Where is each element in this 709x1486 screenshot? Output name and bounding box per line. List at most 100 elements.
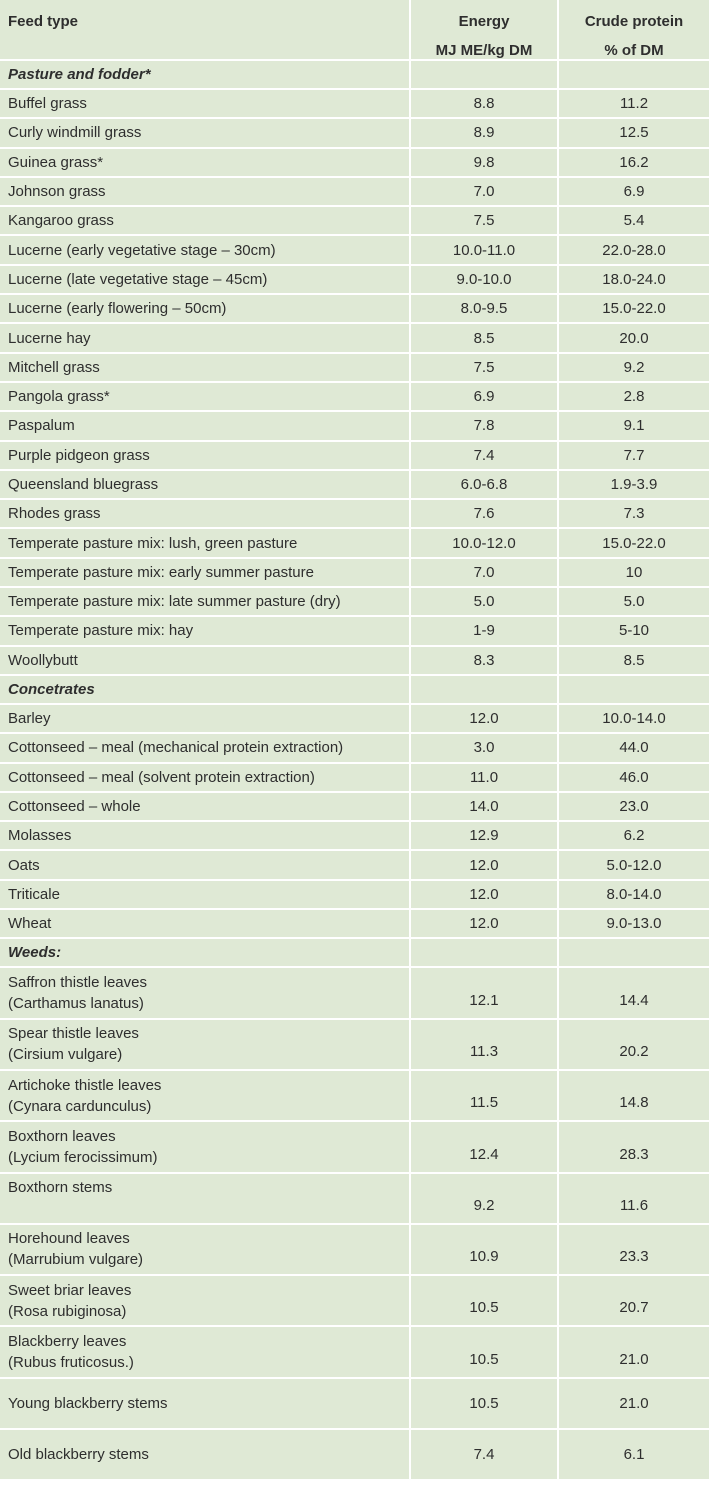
- table-row: Wheat 12.0 9.0-13.0: [0, 910, 709, 940]
- protein-value: 10.0-14.0: [602, 710, 666, 728]
- protein-value: 44.0: [619, 739, 649, 757]
- energy-value: 12.4: [469, 1145, 499, 1163]
- protein-value: 14.4: [619, 991, 649, 1009]
- energy-cell: 10.5: [411, 1276, 559, 1328]
- feed-latin-name: [8, 1198, 401, 1219]
- feed-name-cell: Temperate pasture mix: late summer pastu…: [0, 588, 411, 618]
- energy-value: 7.0: [473, 183, 495, 201]
- protein-cell: 10.0-14.0: [559, 704, 709, 735]
- feed-name-cell: Boxthorn leaves (Lycium ferocissimum): [0, 1122, 411, 1174]
- feed-name: Cottonseed – whole: [8, 797, 141, 815]
- feed-name-cell: Lucerne (early flowering – 50cm): [0, 295, 411, 325]
- protein-value: 6.2: [623, 827, 645, 845]
- feed-name: Lucerne (early vegetative stage – 30cm): [8, 241, 276, 259]
- feed-name: Wheat: [8, 915, 52, 933]
- feed-name: Mitchell grass: [8, 358, 100, 376]
- energy-cell: 7.0: [411, 177, 559, 208]
- feed-name-cell: Temperate pasture mix: lush, green pastu…: [0, 529, 411, 559]
- feed-name-cell: Rhodes grass: [0, 500, 411, 530]
- feed-name-cell: Oats: [0, 851, 411, 881]
- energy-value: 8.0-9.5: [460, 300, 508, 318]
- feed-name-cell: Pangola grass*: [0, 382, 411, 413]
- table-header-row: Feed type Energy MJ ME/kg DM Crude prote…: [0, 0, 709, 61]
- protein-value: 7.7: [623, 446, 645, 464]
- table-row: Johnson grass 7.0 6.9: [0, 177, 709, 208]
- protein-cell: 7.7: [559, 441, 709, 471]
- table-row: Lucerne (early vegetative stage – 30cm) 1…: [0, 236, 709, 266]
- table-row: Buffel grass 8.8 11.2: [0, 90, 709, 120]
- feed-name: Pangola grass*: [8, 388, 110, 406]
- energy-cell: 12.4: [411, 1122, 559, 1174]
- energy-cell: 7.4: [411, 441, 559, 471]
- energy-cell: 7.6: [411, 500, 559, 530]
- energy-value: 7.5: [473, 358, 495, 376]
- protein-cell: 7.3: [559, 500, 709, 530]
- protein-value: 2.8: [623, 388, 645, 406]
- protein-cell: 14.4: [559, 968, 709, 1020]
- feed-latin-name: (Lycium ferocissimum): [8, 1148, 158, 1166]
- table-row: Boxthorn leaves (Lycium ferocissimum) 12.4…: [0, 1122, 709, 1174]
- protein-cell: 20.2: [559, 1019, 709, 1071]
- feed-name-cell: Saffron thistle leaves (Carthamus lanatus…: [0, 968, 411, 1020]
- feed-name-cell: Curly windmill grass: [0, 119, 411, 149]
- protein-value: 1.9-3.9: [610, 476, 658, 493]
- energy-cell: 7.0: [411, 558, 559, 589]
- protein-value: 21.0: [619, 1350, 649, 1368]
- table-row: Guinea grass* 9.8 16.2: [0, 148, 709, 178]
- table-row: Blackberry leaves (Rubus fruticosus.) 10.5…: [0, 1327, 709, 1379]
- protein-cell: 22.0-28.0: [559, 236, 709, 266]
- protein-value: 21.0: [619, 1394, 649, 1412]
- energy-value: 7.5: [473, 212, 495, 230]
- energy-value: 10.9: [469, 1248, 499, 1266]
- protein-value: 9.0-13.0: [606, 915, 662, 933]
- feed-name-cell: Temperate pasture mix: early summer past…: [0, 558, 411, 589]
- energy-cell: 10.5: [411, 1378, 559, 1430]
- energy-cell: 8.9: [411, 119, 559, 149]
- feed-name-cell: Lucerne hay: [0, 324, 411, 354]
- feed-name-cell: Purple pidgeon grass: [0, 441, 411, 471]
- protein-value: 12.5: [619, 124, 649, 142]
- feed-name-cell: Cottonseed – whole: [0, 792, 411, 823]
- energy-value: 8.3: [473, 651, 495, 669]
- protein-value: 15.0-22.0: [602, 300, 666, 318]
- feed-name-cell: Mitchell grass: [0, 353, 411, 383]
- feed-name: Old blackberry stems: [8, 1446, 149, 1464]
- protein-cell: 9.2: [559, 353, 709, 383]
- energy-value: 9.2: [473, 1196, 495, 1214]
- protein-cell: 8.0-14.0: [559, 880, 709, 911]
- energy-value: 10.0-11.0: [452, 241, 516, 259]
- protein-value: 23.3: [619, 1248, 649, 1266]
- table-row: Temperate pasture mix: hay 1-9 5-10: [0, 617, 709, 647]
- energy-cell: 5.0: [411, 588, 559, 618]
- table-row: Kangaroo grass 7.5 5.4: [0, 207, 709, 237]
- energy-value: 8.8: [473, 95, 495, 113]
- header-energy: Energy MJ ME/kg DM: [411, 0, 559, 61]
- protein-cell: 14.8: [559, 1070, 709, 1123]
- protein-cell: 44.0: [559, 734, 709, 764]
- feed-name: Temperate pasture mix: lush, green pastu…: [8, 534, 298, 552]
- protein-value: 15.0-22.0: [602, 534, 666, 552]
- table-body: Pasture and fodder* Buffel grass 8.8 11.2 Cu…: [0, 61, 709, 1482]
- feed-name: Kangaroo grass: [8, 212, 114, 230]
- protein-value: 10: [625, 563, 643, 581]
- feed-name: Triticale: [8, 885, 60, 903]
- energy-value: 8.9: [473, 124, 495, 142]
- protein-value: 20.0: [619, 329, 649, 347]
- feed-name: Temperate pasture mix: early summer past…: [8, 563, 314, 581]
- protein-value: 18.0-24.0: [602, 270, 666, 288]
- protein-cell: 21.0: [559, 1327, 709, 1379]
- protein-value: 11.6: [619, 1196, 649, 1214]
- feed-name-cell: Johnson grass: [0, 177, 411, 208]
- feed-latin-name: (Marrubium vulgare): [8, 1251, 144, 1269]
- energy-cell: 8.0-9.5: [411, 295, 559, 325]
- header-protein-unit: % of DM: [604, 42, 664, 59]
- energy-value: 8.5: [473, 329, 495, 347]
- energy-value: 12.1: [469, 991, 499, 1009]
- section-title-text: Pasture and fodder*: [8, 66, 151, 83]
- energy-value: 11.0: [469, 768, 499, 786]
- table-row: Young blackberry stems 10.5 21.0: [0, 1378, 709, 1430]
- feed-name: Young blackberry stems: [8, 1394, 168, 1412]
- feed-name: Boxthorn stems: [8, 1179, 113, 1197]
- table-row: Temperate pasture mix: lush, green pastu…: [0, 529, 709, 559]
- protein-cell: 21.0: [559, 1378, 709, 1430]
